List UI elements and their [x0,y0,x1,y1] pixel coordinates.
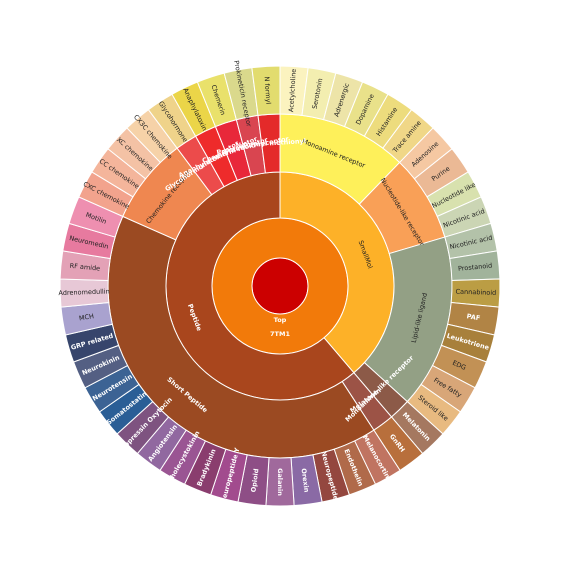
sunburst-label-paf: PAF [466,312,481,322]
sunburst-label-top: Top [274,316,287,324]
sunburst-label-n-formyl: N formyl [263,76,273,104]
sunburst-label-cannabinoid: Cannabinoid [455,288,496,297]
sunburst-label-galanin: Galanin [276,468,284,496]
sunburst-label-opioid: Opioid [249,468,260,493]
sunburst-label-acetylcholine: Acetylcholine [287,68,298,112]
sunburst-label-orexin: Orexin [300,468,311,493]
sunburst-label-7tm1: 7TM1 [270,330,290,338]
sunburst-label-rf-amide: RF amide [69,262,100,273]
sunburst-label-adrenomedullin: Adrenomedullin [58,287,109,297]
sunburst-label-prostanoid: Prostanoid [458,262,493,273]
sunburst-segment-n-formyl [251,65,281,116]
sunburst-label-mch: MCH [78,312,94,322]
